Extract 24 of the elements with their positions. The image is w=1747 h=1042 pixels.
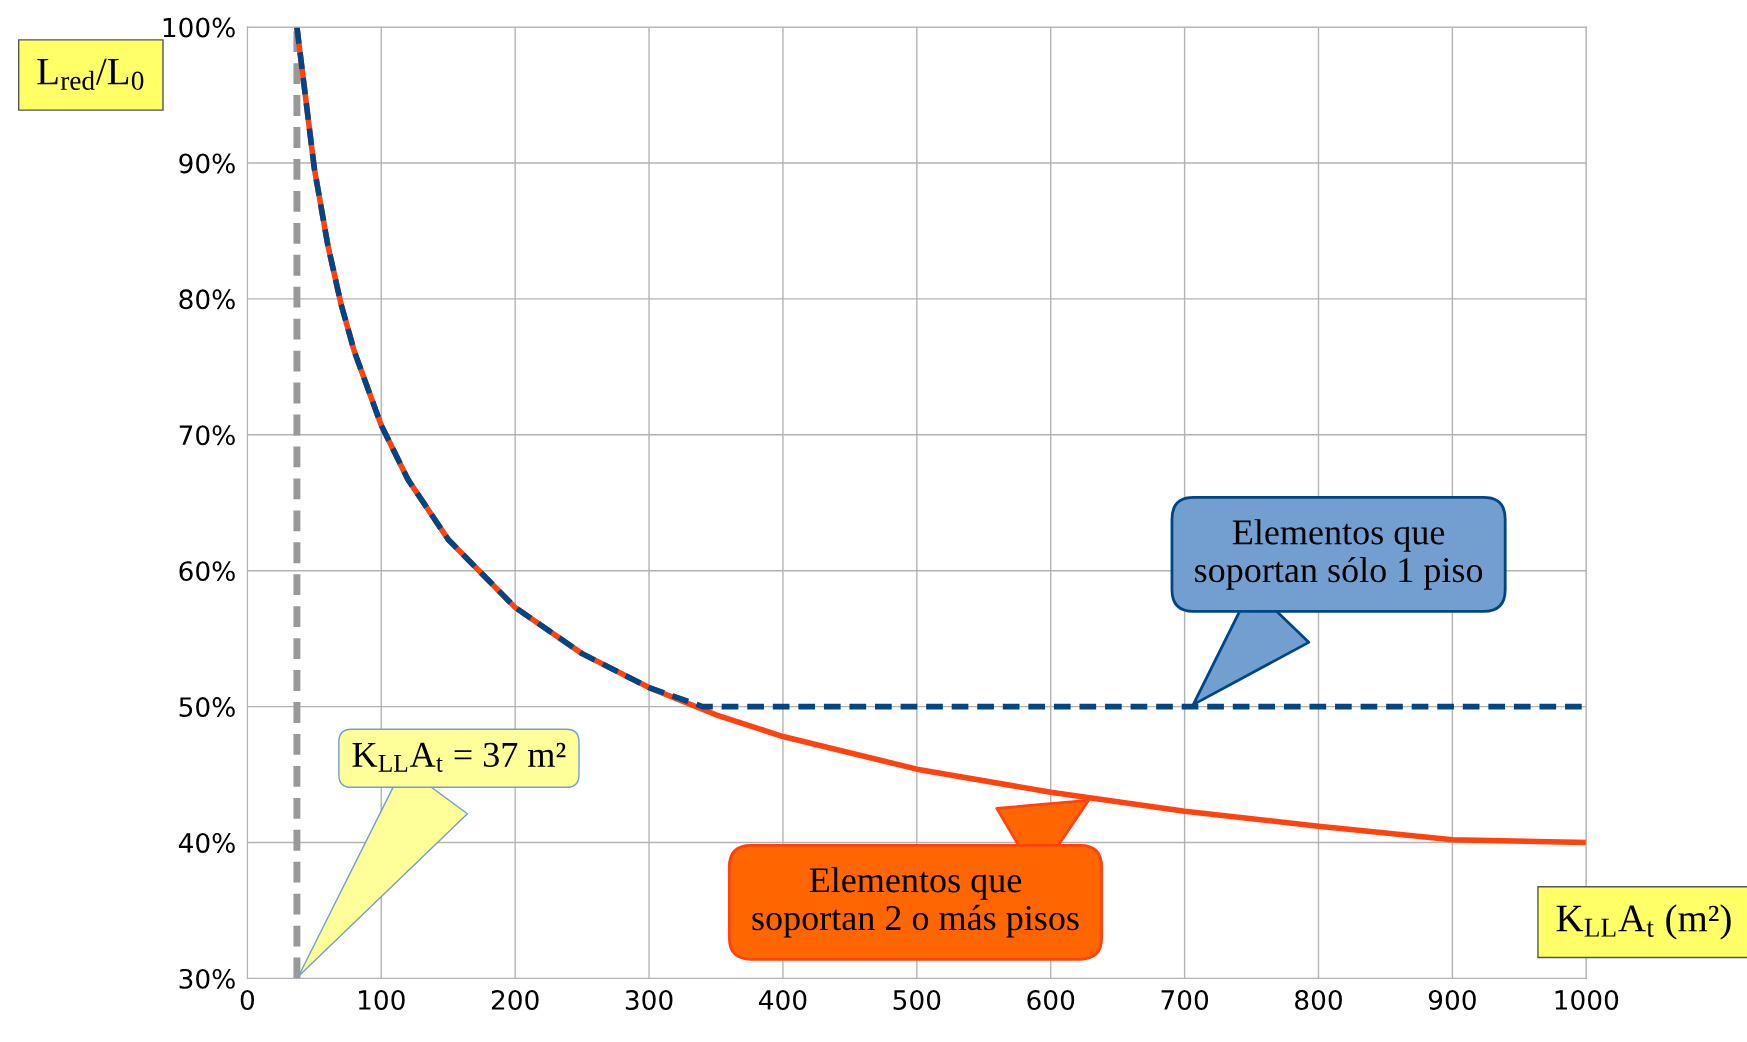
y-axis-title: L$_{red}$/L$_{0}$	[37, 58, 144, 90]
x-axis-title: K$_{LL}$A$_{t}$ (m²)	[1556, 904, 1731, 940]
y-tick-label: 60%	[179, 561, 235, 582]
x-tick-label: 500	[893, 990, 941, 1010]
legend-label: Elementos que soportan 2 o más pisos	[752, 867, 1079, 938]
text: Elementos que soportan sólo 1 piso	[1195, 519, 1483, 590]
x-tick-label: 0	[240, 990, 255, 1010]
x-tick-label: 900	[1428, 990, 1476, 1010]
y-tick-label: 50%	[179, 697, 235, 718]
x-tick-label: 100	[358, 990, 405, 1010]
y-tick-label: 80%	[179, 289, 235, 310]
y-tick-label: 40%	[178, 832, 235, 853]
y-tick-label: 100%	[163, 17, 235, 38]
ref-line-label: K$_{LL}$A$_{t}$ = 37 m²	[352, 742, 566, 772]
y-tick-label: 90%	[179, 153, 235, 174]
x-tick-label: 300	[625, 990, 673, 1010]
x-tick-label: 400	[759, 990, 807, 1010]
x-tick-label: 700	[1161, 990, 1209, 1010]
y-tick-label: 30%	[179, 968, 235, 989]
x-tick-label: 1000	[1555, 990, 1619, 1010]
x-tick-label: 800	[1295, 990, 1342, 1010]
x-tick-label: 200	[491, 990, 539, 1010]
y-tick-label: 70%	[179, 425, 235, 446]
x-tick-label: 600	[1027, 990, 1075, 1010]
